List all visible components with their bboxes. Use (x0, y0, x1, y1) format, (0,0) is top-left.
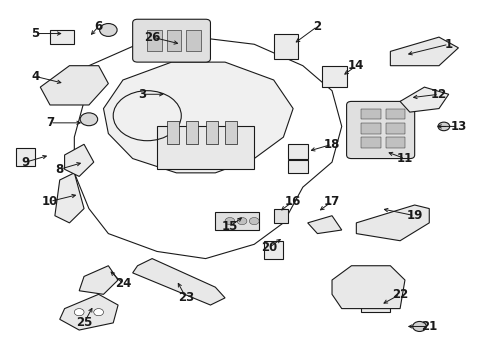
PathPatch shape (103, 62, 292, 173)
Text: 15: 15 (221, 220, 238, 233)
Bar (205, 121, 217, 144)
Text: 19: 19 (406, 209, 422, 222)
PathPatch shape (399, 87, 448, 112)
Circle shape (224, 217, 234, 225)
Text: 18: 18 (323, 138, 340, 151)
Text: 17: 17 (323, 195, 340, 208)
Circle shape (369, 296, 381, 304)
PathPatch shape (307, 216, 341, 234)
Bar (385, 123, 404, 134)
FancyBboxPatch shape (346, 102, 414, 158)
Text: 1: 1 (444, 38, 452, 51)
Text: 3: 3 (138, 88, 146, 101)
Bar (157, 126, 254, 169)
Bar (287, 144, 307, 158)
Text: 11: 11 (396, 152, 412, 165)
Text: 26: 26 (143, 31, 160, 44)
PathPatch shape (55, 173, 84, 223)
Text: 13: 13 (449, 120, 466, 133)
Bar (385, 109, 404, 119)
FancyBboxPatch shape (132, 19, 210, 62)
Bar (166, 30, 181, 51)
Text: 22: 22 (391, 288, 407, 301)
Bar (50, 30, 74, 44)
Bar (166, 121, 179, 144)
Circle shape (249, 217, 259, 225)
Circle shape (100, 23, 117, 36)
PathPatch shape (64, 144, 94, 176)
Text: 12: 12 (430, 88, 446, 101)
PathPatch shape (356, 205, 428, 241)
Text: 6: 6 (94, 20, 102, 33)
Bar (322, 66, 346, 87)
Bar (273, 33, 297, 59)
Bar (264, 241, 283, 258)
Text: 23: 23 (178, 291, 194, 305)
PathPatch shape (40, 66, 108, 105)
Text: 10: 10 (42, 195, 58, 208)
PathPatch shape (389, 37, 458, 66)
Bar (16, 148, 35, 166)
Bar (361, 123, 380, 134)
Text: 24: 24 (115, 277, 131, 290)
Circle shape (74, 309, 84, 316)
Bar (186, 30, 201, 51)
PathPatch shape (331, 266, 404, 309)
Circle shape (437, 122, 449, 131)
Bar (147, 30, 162, 51)
Bar (186, 121, 198, 144)
Bar (273, 208, 287, 223)
Bar (287, 160, 307, 173)
Text: 9: 9 (21, 156, 30, 168)
Bar (361, 137, 380, 148)
Circle shape (412, 321, 426, 332)
Text: 14: 14 (347, 59, 364, 72)
Text: 5: 5 (31, 27, 40, 40)
PathPatch shape (60, 294, 118, 330)
Bar (224, 121, 237, 144)
Bar (385, 137, 404, 148)
Circle shape (94, 309, 103, 316)
PathPatch shape (132, 258, 224, 305)
Bar (361, 287, 389, 312)
Text: 7: 7 (46, 116, 54, 129)
Text: 21: 21 (420, 320, 436, 333)
PathPatch shape (79, 266, 118, 294)
Text: 20: 20 (260, 241, 276, 255)
Text: 25: 25 (76, 316, 92, 329)
Text: 8: 8 (56, 163, 64, 176)
Text: 16: 16 (285, 195, 301, 208)
Bar (215, 212, 259, 230)
Circle shape (237, 217, 246, 225)
Bar (361, 109, 380, 119)
Text: 4: 4 (31, 70, 40, 83)
Circle shape (80, 113, 98, 126)
Text: 2: 2 (313, 20, 321, 33)
